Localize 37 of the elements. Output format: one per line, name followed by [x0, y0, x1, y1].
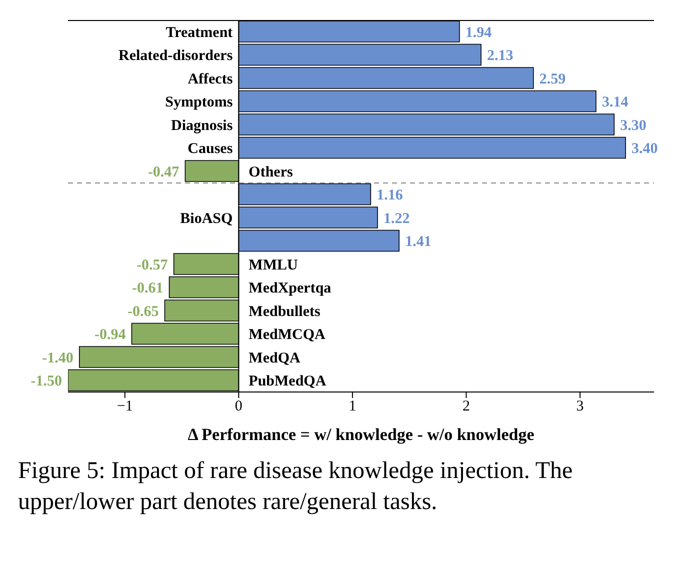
y-tick-label: Affects — [188, 71, 233, 88]
x-tick-label: 3 — [576, 398, 584, 415]
caption: Figure 5: Impact of rare disease knowledge injection. The upper/lower part denotes rare/general tasks. — [17, 457, 574, 518]
y-tick-label: Diagnosis — [170, 118, 233, 134]
data-label: -0.65 — [127, 304, 159, 320]
y-tick-label: Treatment — [166, 24, 233, 41]
x-tick-label: 1 — [348, 398, 356, 415]
x-tick-label: 2 — [462, 398, 470, 415]
y-tick-label: MedQA — [248, 350, 301, 366]
data-label: 1.22 — [384, 210, 410, 227]
data-label: -1.50 — [30, 374, 62, 390]
data-label: 3.30 — [620, 118, 646, 134]
x-tick-label: 0 — [234, 398, 242, 415]
data-label: 2.59 — [539, 71, 566, 88]
data-label: -0.94 — [94, 327, 126, 343]
data-label: -0.47 — [148, 164, 180, 180]
data-label: 1.94 — [465, 24, 492, 41]
y-tick-label: Causes — [188, 141, 233, 157]
x-tick-label: −1 — [116, 398, 133, 415]
data-label: 2.13 — [487, 48, 514, 64]
y-tick-label: MedMCQA — [248, 327, 326, 343]
data-label: 3.40 — [632, 141, 658, 157]
data-label: -0.57 — [136, 257, 168, 274]
y-tick-label: Symptoms — [165, 94, 233, 110]
data-label: 3.14 — [602, 94, 629, 110]
data-label: -1.40 — [42, 350, 74, 366]
y-tick-label: Related-disorders — [118, 48, 233, 64]
data-label: 1.41 — [405, 234, 432, 250]
data-label: -0.61 — [132, 280, 164, 296]
x-axis-title: Δ Performance = w/ knowledge - w/o knowledge — [188, 425, 535, 444]
y-tick-label: Medbullets — [248, 304, 321, 320]
y-tick-label: BioASQ — [180, 210, 234, 227]
y-tick-label: PubMedQA — [248, 374, 326, 390]
y-tick-label: MedXpertqa — [248, 280, 332, 296]
y-tick-label: Others — [248, 164, 293, 180]
y-tick-label: MMLU — [248, 257, 298, 274]
data-label: 1.16 — [376, 188, 404, 204]
